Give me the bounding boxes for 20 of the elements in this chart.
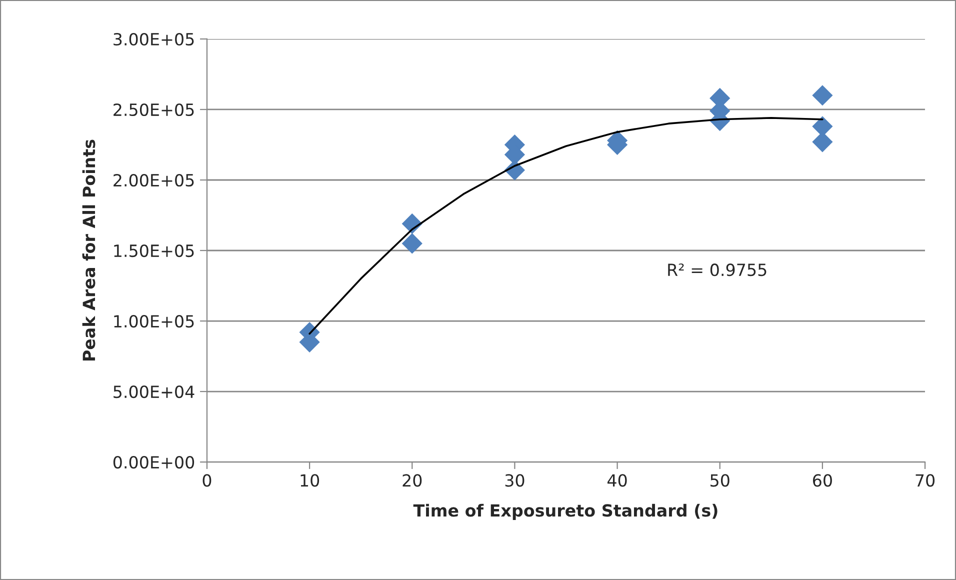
x-tick-label: 40 [608,474,627,487]
y-tick-label: 1.50E+05 [114,244,194,258]
y-tick-label: 1.00E+05 [114,314,194,328]
x-axis-title: Time of Exposureto Standard (s) [413,504,718,520]
point [402,233,422,254]
x-tick-label: 50 [710,474,730,487]
y-tick-label: 0.00E+00 [113,456,194,469]
x-tick-label: 10 [300,474,320,487]
y-tick-label: 5.00E+04 [114,385,194,398]
x-tick-label: 70 [916,474,935,487]
x-tick-label: 60 [813,474,832,487]
y-axis-title: Peak Area for All Points [82,140,96,361]
annotation: R² = 0.9755 [668,264,766,276]
y-tick-label: 3.00E+05 [114,32,194,46]
y-tick-label: 2.00E+05 [114,174,194,187]
y-tick-label: 2.50E+05 [114,103,194,116]
x-tick-label: 0 [202,474,212,487]
x-tick-label: 20 [402,474,422,487]
x-tick-label: 30 [505,474,524,487]
point [812,85,833,106]
